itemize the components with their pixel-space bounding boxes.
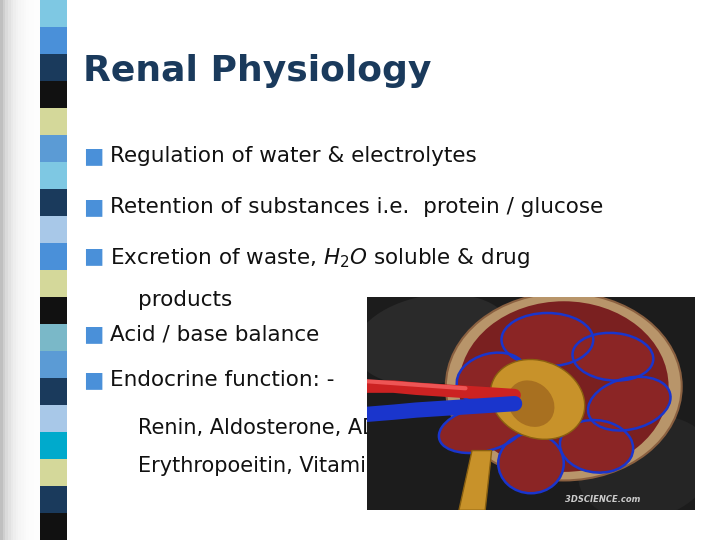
- Bar: [40, 459, 67, 486]
- Bar: [40, 0, 67, 27]
- Bar: [13, 0, 16, 540]
- Text: Erythropoeitin, Vitamin D: Erythropoeitin, Vitamin D: [138, 456, 401, 476]
- Text: Retention of substances i.e.  protein / glucose: Retention of substances i.e. protein / g…: [110, 197, 603, 217]
- Bar: [16, 0, 19, 540]
- Bar: [40, 351, 67, 378]
- Text: products: products: [138, 290, 232, 310]
- Text: ■: ■: [83, 370, 103, 390]
- Ellipse shape: [439, 406, 525, 453]
- Bar: [35, 0, 37, 540]
- Text: Regulation of water & electrolytes: Regulation of water & electrolytes: [110, 146, 477, 166]
- Ellipse shape: [560, 420, 633, 472]
- Ellipse shape: [578, 415, 714, 520]
- Bar: [27, 0, 29, 540]
- Bar: [40, 81, 67, 108]
- Bar: [0, 0, 3, 540]
- Ellipse shape: [588, 377, 670, 430]
- Ellipse shape: [456, 353, 526, 403]
- Bar: [40, 162, 67, 189]
- Text: Endocrine function: -: Endocrine function: -: [110, 370, 335, 390]
- Bar: [40, 135, 67, 162]
- Bar: [40, 27, 67, 54]
- Ellipse shape: [459, 301, 669, 472]
- Bar: [37, 0, 40, 540]
- Ellipse shape: [502, 313, 593, 366]
- Bar: [40, 189, 67, 216]
- Ellipse shape: [354, 294, 511, 385]
- Bar: [40, 432, 67, 459]
- Bar: [32, 0, 35, 540]
- Bar: [40, 486, 67, 513]
- Ellipse shape: [446, 293, 682, 481]
- Bar: [40, 405, 67, 432]
- Bar: [21, 0, 24, 540]
- Ellipse shape: [572, 333, 653, 381]
- Polygon shape: [459, 450, 492, 510]
- Ellipse shape: [490, 360, 585, 439]
- Bar: [40, 270, 67, 297]
- Text: 3DSCIENCE.com: 3DSCIENCE.com: [565, 495, 641, 504]
- Bar: [40, 378, 67, 405]
- Text: Excretion of waste, $H_2O$ soluble & drug: Excretion of waste, $H_2O$ soluble & dru…: [110, 246, 531, 269]
- Text: ■: ■: [83, 197, 103, 217]
- Bar: [40, 243, 67, 270]
- Bar: [8, 0, 11, 540]
- Bar: [11, 0, 13, 540]
- Text: Renal Physiology: Renal Physiology: [83, 54, 431, 88]
- Ellipse shape: [498, 434, 564, 493]
- Bar: [40, 513, 67, 540]
- Bar: [40, 54, 67, 81]
- Text: ■: ■: [83, 246, 103, 266]
- Bar: [40, 324, 67, 351]
- Bar: [3, 0, 5, 540]
- Text: Renin, Aldosterone, ADH: Renin, Aldosterone, ADH: [138, 418, 393, 438]
- Text: ■: ■: [83, 324, 103, 344]
- Text: Acid / base balance: Acid / base balance: [110, 324, 320, 344]
- Bar: [24, 0, 27, 540]
- Bar: [40, 108, 67, 135]
- Bar: [40, 297, 67, 324]
- Bar: [40, 216, 67, 243]
- Bar: [19, 0, 21, 540]
- Bar: [29, 0, 32, 540]
- Ellipse shape: [508, 380, 554, 427]
- Text: ■: ■: [83, 146, 103, 166]
- Bar: [5, 0, 8, 540]
